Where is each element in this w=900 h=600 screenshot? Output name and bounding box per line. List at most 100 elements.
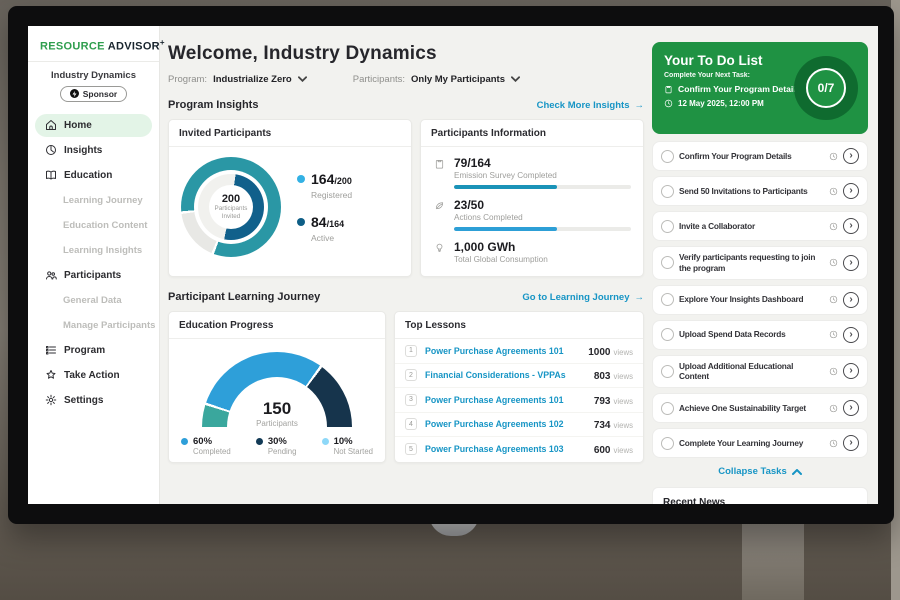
sidebar-item-settings[interactable]: Settings <box>35 389 152 412</box>
lesson-views: 793 <box>593 395 611 407</box>
task-checkbox[interactable] <box>661 436 674 450</box>
sidebar-item-participants[interactable]: Participants <box>35 264 152 287</box>
legend-value: 60% <box>193 436 213 447</box>
check-more-insights-link[interactable]: Check More Insights → <box>537 100 644 111</box>
sidebar: RESOURCE ADVISOR+ Industry Dynamics Spon… <box>28 26 165 504</box>
sidebar-item-learning-insights[interactable]: Learning Insights <box>35 239 152 262</box>
lesson-row[interactable]: 1 Power Purchase Agreements 101 1000 view… <box>395 339 643 364</box>
lesson-views: 803 <box>593 371 611 383</box>
lesson-title-link[interactable]: Power Purchase Agreements 102 <box>425 419 564 430</box>
task-checkbox[interactable] <box>661 293 674 307</box>
todo-panel: Your To Do List Complete Your Next Task:… <box>652 26 868 504</box>
collapse-tasks-link[interactable]: Collapse Tasks <box>652 466 868 477</box>
task-checkbox[interactable] <box>661 364 674 378</box>
link-label: Check More Insights <box>536 99 630 111</box>
todo-task[interactable]: Send 50 Invitations to Participants › <box>652 176 868 206</box>
sidebar-item-general-data[interactable]: General Data <box>35 289 152 312</box>
collapse-tasks-label: Collapse Tasks <box>718 466 787 478</box>
leaf-icon <box>433 198 446 231</box>
todo-task-list: Confirm Your Program Details › Send 50 I… <box>652 141 868 459</box>
sidebar-item-learning-journey[interactable]: Learning Journey <box>35 189 152 212</box>
task-chevron-button[interactable]: › <box>843 363 859 380</box>
participants-value: Only My Participants <box>411 74 505 85</box>
todo-task[interactable]: Upload Additional Educational Content › <box>652 354 868 389</box>
go-to-learning-journey-link[interactable]: Go to Learning Journey → <box>522 292 644 303</box>
lesson-title-link[interactable]: Power Purchase Agreements 103 <box>425 444 564 455</box>
program-value: Industrialize Zero <box>213 74 292 85</box>
lesson-row[interactable]: 3 Power Purchase Agreements 101 793 views <box>395 388 643 413</box>
task-checkbox[interactable] <box>661 219 674 233</box>
task-checkbox[interactable] <box>661 328 674 342</box>
task-chevron-button[interactable]: › <box>843 183 859 199</box>
info-row-actions: 23/50 Actions Completed <box>433 198 631 231</box>
todo-hero-card: Your To Do List Complete Your Next Task:… <box>652 42 868 134</box>
todo-task[interactable]: Invite a Collaborator › <box>652 211 868 241</box>
lesson-title-link[interactable]: Power Purchase Agreements 101 <box>425 394 564 405</box>
clock-icon <box>829 330 838 339</box>
insights-icon <box>44 144 57 157</box>
task-checkbox[interactable] <box>661 256 674 270</box>
participants-information-card: Participants Information 79/164 Emission… <box>420 119 644 277</box>
program-dropdown[interactable]: Program: Industrialize Zero <box>168 74 307 85</box>
sidebar-item-take-action[interactable]: Take Action <box>35 364 152 387</box>
task-checkbox[interactable] <box>661 401 674 415</box>
lesson-row[interactable]: 4 Power Purchase Agreements 102 734 views <box>395 413 643 437</box>
sidebar-item-insights[interactable]: Insights <box>35 139 152 162</box>
task-chevron-button[interactable]: › <box>843 254 859 271</box>
task-label: Complete Your Learning Journey <box>679 437 804 448</box>
sponsor-badge[interactable]: Sponsor <box>59 85 128 102</box>
sidebar-item-label: Insights <box>64 144 103 156</box>
task-chevron-button[interactable]: › <box>843 291 859 308</box>
gauge-center-value: 150 <box>262 399 292 418</box>
sidebar-item-manage-participants[interactable]: Manage Participants <box>35 314 155 337</box>
sidebar-item-label: Home <box>64 119 92 131</box>
lesson-title-link[interactable]: Financial Considerations - VPPAs <box>425 370 566 381</box>
main-content: Welcome, Industry Dynamics Program: Indu… <box>160 26 652 504</box>
lesson-row[interactable]: 5 Power Purchase Agreements 103 600 views <box>395 437 643 462</box>
clock-icon <box>829 258 838 267</box>
todo-subtitle: Complete Your Next Task: <box>664 72 750 79</box>
journey-cards-row: Education Progress 150 Participants 60% <box>168 311 644 463</box>
todo-task[interactable]: Explore Your Insights Dashboard › <box>652 284 868 315</box>
todo-task[interactable]: Verify participants requesting to join t… <box>652 246 868 280</box>
task-chevron-button[interactable]: › <box>843 326 859 343</box>
program-label: Program: <box>168 74 208 85</box>
task-chevron-button[interactable]: › <box>843 148 859 164</box>
task-chevron-button[interactable]: › <box>843 435 859 452</box>
sidebar-item-home[interactable]: Home <box>35 113 152 137</box>
task-checkbox[interactable] <box>661 184 674 198</box>
task-chevron-button[interactable]: › <box>843 218 859 234</box>
sidebar-item-program[interactable]: Program <box>35 339 152 362</box>
sidebar-item-education-content[interactable]: Education Content <box>35 214 152 237</box>
progress-bar-fill <box>454 185 557 189</box>
info-row-consumption: 1,000 GWh Total Global Consumption <box>433 240 631 264</box>
sidebar-item-education[interactable]: Education <box>35 164 152 187</box>
todo-progress-ring: 0/7 <box>794 56 858 120</box>
sidebar-item-label: Education Content <box>63 219 148 231</box>
sidebar-item-label: Take Action <box>64 369 120 381</box>
info-value: 1,000 GWh <box>454 240 516 254</box>
legend-label: Completed <box>193 447 231 456</box>
legend-dot <box>321 438 329 445</box>
todo-task[interactable]: Confirm Your Program Details › <box>652 141 868 171</box>
todo-task[interactable]: Achieve One Sustainability Target › <box>652 393 868 424</box>
legend-label: Not Started <box>333 447 373 456</box>
gauge-center-label: Participants <box>256 419 298 428</box>
task-label: Achieve One Sustainability Target <box>679 402 806 413</box>
todo-task[interactable]: Upload Spend Data Records › <box>652 319 868 350</box>
card-title: Invited Participants <box>169 120 411 147</box>
participants-dropdown[interactable]: Participants: Only My Participants <box>353 74 520 85</box>
legend-total: /200 <box>334 176 352 186</box>
lesson-row[interactable]: 2 Financial Considerations - VPPAs 803 vi… <box>395 364 643 388</box>
lesson-title-link[interactable]: Power Purchase Agreements 101 <box>425 345 564 356</box>
brand-logo[interactable]: RESOURCE ADVISOR+ <box>28 36 165 61</box>
legend-item-not-started: 10% Not Started <box>321 436 373 456</box>
lesson-views: 734 <box>593 420 611 432</box>
card-title: Participants Information <box>421 120 643 147</box>
todo-task[interactable]: Complete Your Learning Journey › <box>652 428 868 459</box>
participants-label: Participants: <box>352 74 406 85</box>
legend-dot <box>297 175 305 183</box>
sidebar-item-label: Participants <box>64 269 122 281</box>
task-checkbox[interactable] <box>661 149 674 163</box>
task-chevron-button[interactable]: › <box>843 400 859 417</box>
